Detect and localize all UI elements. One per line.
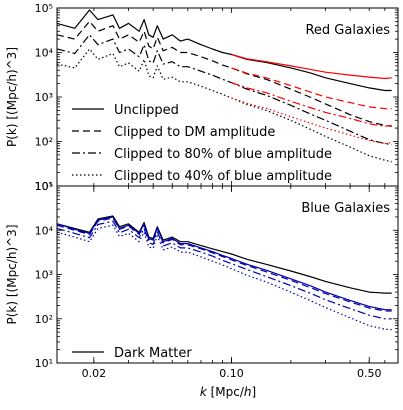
legend-label: Clipped to DM amplitude <box>114 125 275 140</box>
y-axis-label: P(k) [(Mpc/h)^3] <box>5 47 19 147</box>
series-line-1 <box>231 53 392 80</box>
series-line-5 <box>231 82 392 127</box>
y-tick-label: 10² <box>35 136 53 149</box>
series-line-3 <box>57 220 392 320</box>
series-line-2 <box>57 20 392 127</box>
series-group <box>57 215 392 331</box>
y-tick-label: 10² <box>35 313 53 326</box>
blue-galaxies-panel: 0.02 0.10 0.50 10¹ 10² 10³ 10⁴ 10⁵ Blue Galaxies… <box>5 180 399 380</box>
series-group <box>57 9 392 163</box>
y-axis-label: P(k) [(Mpc/h)^3] <box>5 225 19 325</box>
series-line-6 <box>57 48 392 163</box>
legend-label: Clipped to 80% of blue amplitude <box>114 147 332 162</box>
y-tick-label: 10¹ <box>35 180 53 193</box>
y-tick-label: 10⁵ <box>35 2 53 15</box>
legend-label: Unclipped <box>114 103 179 118</box>
panel-label: Red Galaxies <box>305 23 390 38</box>
series-line-0 <box>57 9 392 92</box>
series-line-3 <box>231 67 392 110</box>
x-axis-label: k [Mpc/h] <box>200 385 256 399</box>
y-tick-label: 10⁵ <box>35 180 53 193</box>
legend: Dark Matter <box>72 346 192 361</box>
series-line-0 <box>57 215 392 294</box>
y-tick-label: 10³ <box>35 91 53 104</box>
series-line-1 <box>57 216 392 311</box>
x-tick-label: 0.50 <box>357 367 382 380</box>
series-line-7 <box>231 97 392 145</box>
y-tick-label: 10¹ <box>35 357 53 370</box>
legend: Unclipped Clipped to DM amplitude Clipped … <box>72 103 332 184</box>
series-line-4 <box>57 224 392 331</box>
x-tick-label: 0.02 <box>82 367 107 380</box>
axes-frame <box>56 185 399 364</box>
panel-label: Blue Galaxies <box>301 201 390 216</box>
legend-label: Clipped to 40% of blue amplitude <box>114 169 332 184</box>
series-line-2 <box>57 217 392 312</box>
y-tick-label: 10³ <box>35 269 53 282</box>
x-tick-label: 0.10 <box>219 367 244 380</box>
y-tick-label: 10⁴ <box>35 47 54 60</box>
legend-label: Dark Matter <box>114 346 192 361</box>
series-line-4 <box>57 34 392 146</box>
y-tick-label: 10⁴ <box>35 224 54 237</box>
red-galaxies-panel: 10¹ 10² 10³ 10⁴ 10⁵ Red Galaxies P(k) [(Mpc/h)… <box>5 2 399 193</box>
